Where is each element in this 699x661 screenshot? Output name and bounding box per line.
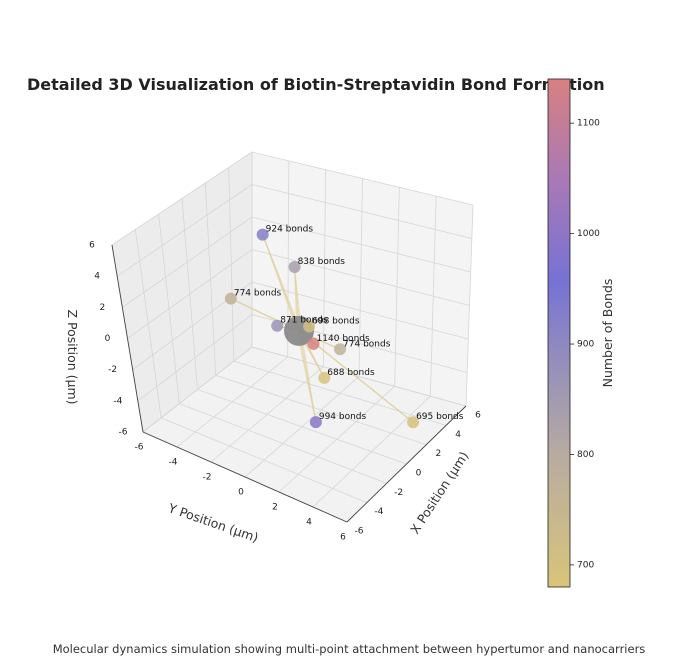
colorbar-tick-label: 700 [577, 560, 594, 570]
data-point [334, 343, 347, 356]
y-tick-label: 0 [238, 488, 244, 498]
point-label: 924 bonds [266, 225, 314, 235]
colorbar-tick-label: 1100 [577, 119, 600, 129]
colorbar-label: Number of Bonds [600, 279, 615, 388]
y-axis-line [142, 431, 348, 523]
chart-title: Detailed 3D Visualization of Biotin-Stre… [27, 75, 605, 94]
data-point [407, 416, 420, 429]
z-tick-label: -4 [113, 396, 122, 406]
colorbar: 700 800 900 1000 1100 Number of Bonds [547, 78, 615, 588]
y-tick-label: 6 [340, 533, 346, 543]
colorbar-ticks: 700 800 900 1000 1100 [570, 119, 600, 570]
y-tick-label: -6 [135, 443, 144, 453]
point-label: 698 bonds [312, 316, 360, 326]
point-label: 695 bonds [416, 412, 464, 422]
grid-line-y-floor [233, 360, 447, 426]
grid-line-z-back [251, 281, 469, 340]
point-label: 774 bonds [343, 339, 391, 349]
y-tick-label: -2 [203, 473, 212, 483]
z-tick-label: 4 [94, 272, 100, 282]
point-label: 838 bonds [298, 257, 346, 267]
data-point [303, 320, 316, 333]
grid-line-z-left [142, 346, 253, 433]
grid-line-z-left [127, 249, 253, 339]
y-tick-label: -4 [169, 458, 178, 468]
axis-ticks: -6 -4 -2 0 2 4 6 -6 -4 -2 0 2 4 6 -6 -4 -2 0 2 4 6 [89, 241, 481, 543]
figure-caption: Molecular dynamics simulation showing mu… [53, 642, 646, 656]
x-axis-line [346, 405, 467, 523]
x-tick-label: -6 [355, 527, 364, 537]
bond-line [301, 332, 414, 423]
grid-line-z-left [122, 216, 253, 308]
data-points [224, 228, 420, 429]
axes-3d: -6 -4 -2 0 2 4 6 -6 -4 -2 0 2 4 6 -6 -4 -2 0 2 4 6 871 bonds… [89, 151, 481, 543]
z-tick-label: -6 [119, 428, 128, 438]
x-tick-label: 4 [455, 430, 461, 440]
bond-line [300, 332, 317, 423]
colorbar-tick-label: 900 [577, 340, 594, 350]
colorbar-gradient [547, 78, 571, 588]
colorbar-tick-label: 1000 [577, 229, 600, 239]
grid-line-y-floor [161, 417, 367, 504]
grid-line-z-back [251, 216, 471, 273]
point-label: 774 bonds [234, 289, 282, 299]
data-point [224, 292, 237, 305]
z-axis-line [111, 244, 144, 433]
y-axis-label: Y Position (μm) [166, 500, 261, 545]
colorbar-tick-label: 800 [577, 450, 594, 460]
z-tick-label: 2 [99, 303, 105, 313]
point-label: 994 bonds [319, 412, 367, 422]
grid-line-z-back [251, 184, 472, 239]
z-axis-label: Z Position (μm) [65, 309, 80, 404]
grid-line-z-back [251, 249, 470, 306]
grid-line-z-left [111, 151, 253, 246]
x-tick-label: 0 [416, 469, 422, 479]
data-point [307, 337, 320, 350]
data-point [309, 416, 322, 429]
data-point [271, 319, 284, 332]
grid-line-z-back [251, 346, 467, 407]
x-tick-label: -4 [374, 507, 383, 517]
point-label: 1140 bonds [317, 334, 370, 344]
x-tick-label: 6 [475, 411, 481, 421]
z-tick-label: -2 [108, 365, 117, 375]
z-tick-label: 6 [89, 241, 95, 251]
x-axis-label: X Position (μm) [407, 449, 471, 537]
point-label: 688 bonds [327, 368, 375, 378]
axis-grid [111, 151, 474, 523]
z-tick-label: 0 [105, 334, 111, 344]
data-point [288, 261, 301, 274]
grid-line-z-left [137, 314, 253, 402]
x-tick-label: -2 [394, 488, 403, 498]
axis-edges [111, 244, 467, 523]
bond-line [262, 234, 302, 333]
y-tick-label: 4 [306, 518, 312, 528]
grid-line-y-floor [197, 389, 407, 465]
grid-line-z-left [116, 184, 253, 277]
y-tick-label: 2 [272, 503, 278, 513]
point-label: 871 bonds [280, 316, 328, 326]
grid-line-y-floor [179, 403, 387, 484]
grid-line-z-back [251, 151, 474, 206]
data-point [318, 371, 331, 384]
floor-pane [143, 347, 466, 522]
data-point [256, 228, 269, 241]
x-tick-label: 2 [435, 449, 441, 459]
grid-line-y-floor [215, 374, 427, 446]
